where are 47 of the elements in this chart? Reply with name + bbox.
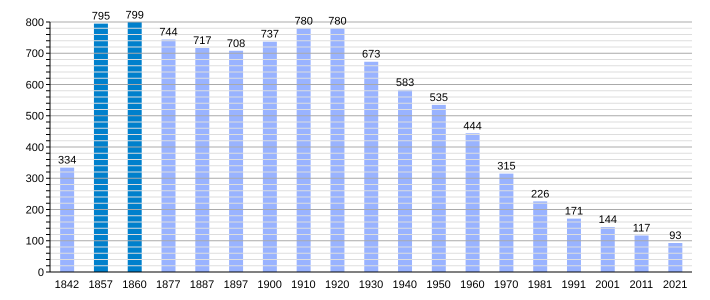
data-label: 795: [92, 10, 110, 23]
data-label: 583: [396, 76, 414, 89]
data-label: 717: [193, 34, 212, 47]
data-label: 226: [531, 188, 550, 200]
x-tick-label: 1877: [156, 278, 181, 291]
data-label: 737: [260, 28, 280, 41]
y-tick-label: 500: [26, 110, 44, 123]
x-tick-label: 1930: [358, 278, 384, 291]
data-label: 315: [497, 160, 516, 173]
x-tick-label: 1920: [324, 278, 350, 291]
x-tick-label: 1910: [291, 278, 316, 291]
data-label: 780: [328, 15, 347, 28]
x-tick-label: 1970: [494, 278, 518, 291]
data-label: 93: [669, 230, 682, 242]
x-tick-label: 1857: [88, 278, 113, 291]
y-tick-label: 400: [26, 142, 44, 154]
data-label: 334: [58, 154, 76, 167]
x-tick-label: 1950: [426, 278, 451, 291]
data-label: 673: [362, 48, 380, 61]
x-tick-label: 2011: [629, 278, 654, 291]
y-tick-label: 600: [26, 79, 44, 92]
x-tick-label: 1887: [190, 278, 214, 291]
x-tick-label: 1842: [54, 278, 80, 291]
x-tick-label: 1940: [392, 278, 418, 291]
y-tick-label: 800: [26, 16, 44, 29]
data-label: 799: [126, 9, 144, 22]
y-tick-label: 700: [26, 48, 44, 60]
x-tick-label: 1981: [528, 278, 552, 291]
x-tick-label: 2001: [595, 278, 620, 291]
x-tick-label: 2021: [662, 278, 688, 291]
x-tick-label: 1860: [122, 278, 147, 291]
data-label: 535: [430, 92, 448, 104]
y-tick-label: 100: [26, 236, 44, 248]
y-tick-label: 300: [26, 173, 44, 186]
y-tick-label: 0: [38, 266, 44, 279]
x-tick-label: 1900: [257, 278, 282, 291]
data-label: 708: [226, 38, 246, 50]
x-tick-label: 1897: [224, 278, 248, 291]
data-label: 171: [564, 206, 584, 218]
data-label: 780: [294, 15, 313, 28]
data-label: 117: [632, 222, 650, 234]
x-tick-label: 1960: [460, 278, 485, 291]
data-label: 444: [463, 120, 482, 132]
y-tick-label: 200: [26, 204, 44, 216]
data-label: 744: [159, 26, 178, 38]
x-tick-label: 1991: [561, 278, 586, 291]
data-label: 144: [598, 214, 617, 226]
